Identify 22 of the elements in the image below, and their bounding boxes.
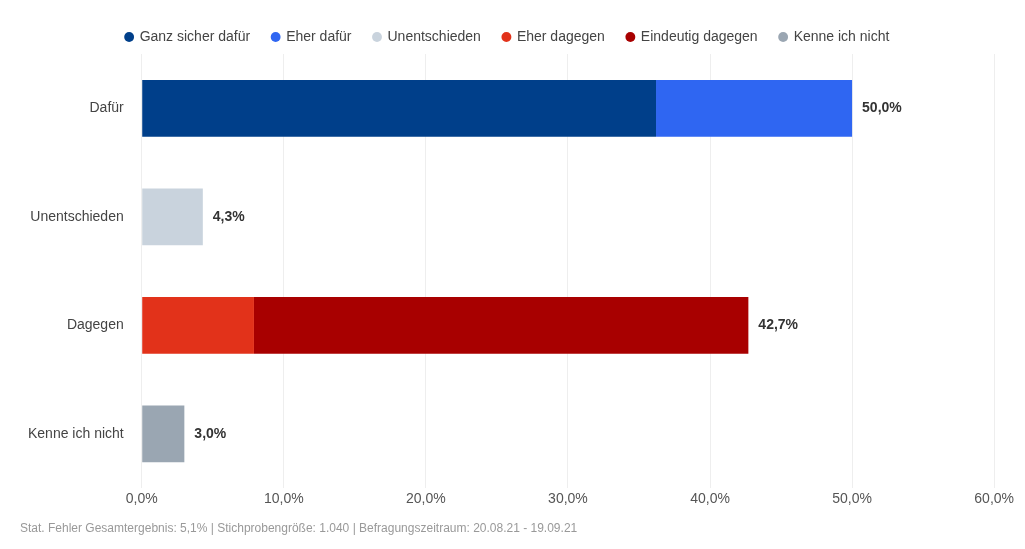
total-label: 42,7% <box>758 316 799 333</box>
y-tick-label: Kenne ich nicht <box>28 424 124 441</box>
legend-label: Eher dafür <box>286 27 352 44</box>
x-tick-label: 60,0% <box>974 490 1014 507</box>
legend-label: Ganz sicher dafür <box>139 27 251 44</box>
total-label: 4,3% <box>212 207 246 224</box>
legend-label: Eindeutig dagegen <box>640 27 758 44</box>
legend-label: Unentschieden <box>387 27 481 44</box>
y-tick-label: Unentschieden <box>30 207 124 224</box>
x-tick-label: 40,0% <box>690 490 730 507</box>
x-tick-label: 50,0% <box>832 490 872 507</box>
y-tick-label: Dagegen <box>66 316 124 333</box>
x-tick-label: 10,0% <box>263 490 304 507</box>
x-tick-label: 30,0% <box>548 490 588 507</box>
legend-label: Eher dagegen <box>516 27 605 44</box>
text: Stat. Fehler Gesamtergebnis: 5,1% | Stichprobengröße: 1.040 | Befragungszeitraum: 20.08.21 - 19.09.21 <box>20 521 578 536</box>
legend-label: Kenne ich nicht <box>793 27 890 44</box>
total-label: 50,0% <box>862 99 903 116</box>
x-tick-label: 0,0% <box>125 490 158 507</box>
x-tick-label: 20,0% <box>406 490 446 507</box>
y-tick-label: Dafür <box>89 99 125 116</box>
total-label: 3,0% <box>194 424 227 441</box>
